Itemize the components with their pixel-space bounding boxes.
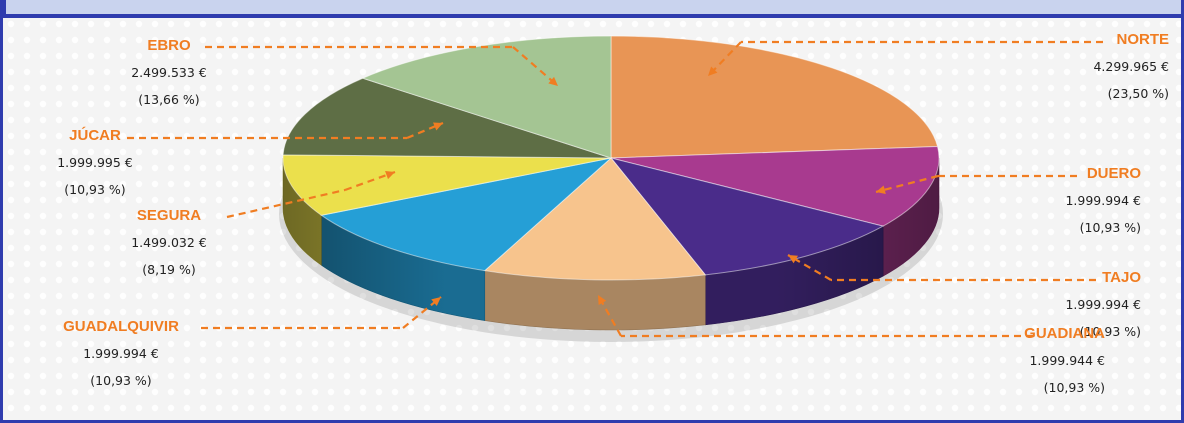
label-name-tajo: TAJO xyxy=(1102,269,1141,286)
pie-chart: NORTE 4.299.965 € (23,50 %) DUERO 1.999.994 … xyxy=(6,18,1181,420)
label-percent-jucar: (10,93 %) xyxy=(64,182,125,197)
label-percent-norte: (23,50 %) xyxy=(1108,86,1169,101)
leader-segment-duero xyxy=(875,174,939,194)
label-jucar: JÚCAR 1.999.995 € (10,93 %) xyxy=(57,121,444,197)
label-value-tajo: 1.999.994 € xyxy=(1065,297,1141,312)
arrow-icon xyxy=(708,66,718,76)
label-norte: NORTE 4.299.965 € (23,50 %) xyxy=(707,31,1170,101)
arrow-icon xyxy=(598,295,607,305)
pie-slice-jucar xyxy=(282,77,612,159)
label-percent-segura: (8,19 %) xyxy=(142,262,195,277)
label-value-norte: 4.299.965 € xyxy=(1093,59,1169,74)
arrow-icon xyxy=(433,122,443,131)
label-name-guadalquivir: GUADALQUIVIR xyxy=(63,318,179,335)
leader-segment-segura xyxy=(344,170,396,192)
label-value-ebro: 2.499.533 € xyxy=(131,65,207,80)
label-tajo: TAJO 1.999.994 € (10,93 %) xyxy=(787,254,1141,339)
pie-side-shading xyxy=(283,158,939,330)
pie-slice-tajo xyxy=(609,157,885,276)
slice-labels: NORTE 4.299.965 € (23,50 %) DUERO 1.999.994 … xyxy=(57,31,1169,395)
label-name-guadiana: GUADIANA xyxy=(1024,325,1105,342)
arrow-icon xyxy=(788,255,798,264)
pie-slice-segura xyxy=(282,154,612,216)
pie-slice-guadalquivir xyxy=(320,157,613,272)
pie-slice-duero xyxy=(610,145,940,227)
leader-line-segura xyxy=(226,188,346,219)
arrow-icon xyxy=(548,76,558,86)
window-top-bar xyxy=(3,0,1181,18)
label-value-guadalquivir: 1.999.994 € xyxy=(83,346,159,361)
pie-slice-guadiana xyxy=(483,157,707,281)
arrow-icon xyxy=(431,297,441,307)
label-value-jucar: 1.999.995 € xyxy=(57,155,133,170)
arrow-icon xyxy=(385,170,395,180)
arrow-icon xyxy=(876,185,886,194)
label-value-segura: 1.499.032 € xyxy=(131,235,207,250)
pie-slice-norte xyxy=(610,35,939,159)
label-guadalquivir: GUADALQUIVIR 1.999.994 € (10,93 %) xyxy=(63,296,442,388)
label-name-duero: DUERO xyxy=(1087,165,1142,182)
label-value-guadiana: 1.999.944 € xyxy=(1029,353,1105,368)
label-ebro: EBRO 2.499.533 € (13,66 %) xyxy=(131,37,559,107)
label-value-duero: 1.999.994 € xyxy=(1065,193,1141,208)
label-segura: SEGURA 1.499.032 € (8,19 %) xyxy=(131,170,396,277)
label-name-ebro: EBRO xyxy=(147,37,191,54)
label-percent-duero: (10,93 %) xyxy=(1080,220,1141,235)
label-percent-tajo: (10,93 %) xyxy=(1080,324,1141,339)
label-percent-guadiana: (10,93 %) xyxy=(1044,380,1105,395)
label-percent-ebro: (13,66 %) xyxy=(138,92,199,107)
leader-segment-ebro xyxy=(512,46,559,87)
label-duero: DUERO 1.999.994 € (10,93 %) xyxy=(875,165,1142,235)
label-name-norte: NORTE xyxy=(1117,31,1170,48)
leader-segment-jucar xyxy=(406,121,444,140)
label-guadiana: GUADIANA 1.999.944 € (10,93 %) xyxy=(597,294,1105,395)
label-percent-guadalquivir: (10,93 %) xyxy=(90,373,151,388)
label-name-segura: SEGURA xyxy=(137,207,201,224)
label-name-jucar: JÚCAR xyxy=(69,126,121,144)
pie-top xyxy=(282,35,940,281)
